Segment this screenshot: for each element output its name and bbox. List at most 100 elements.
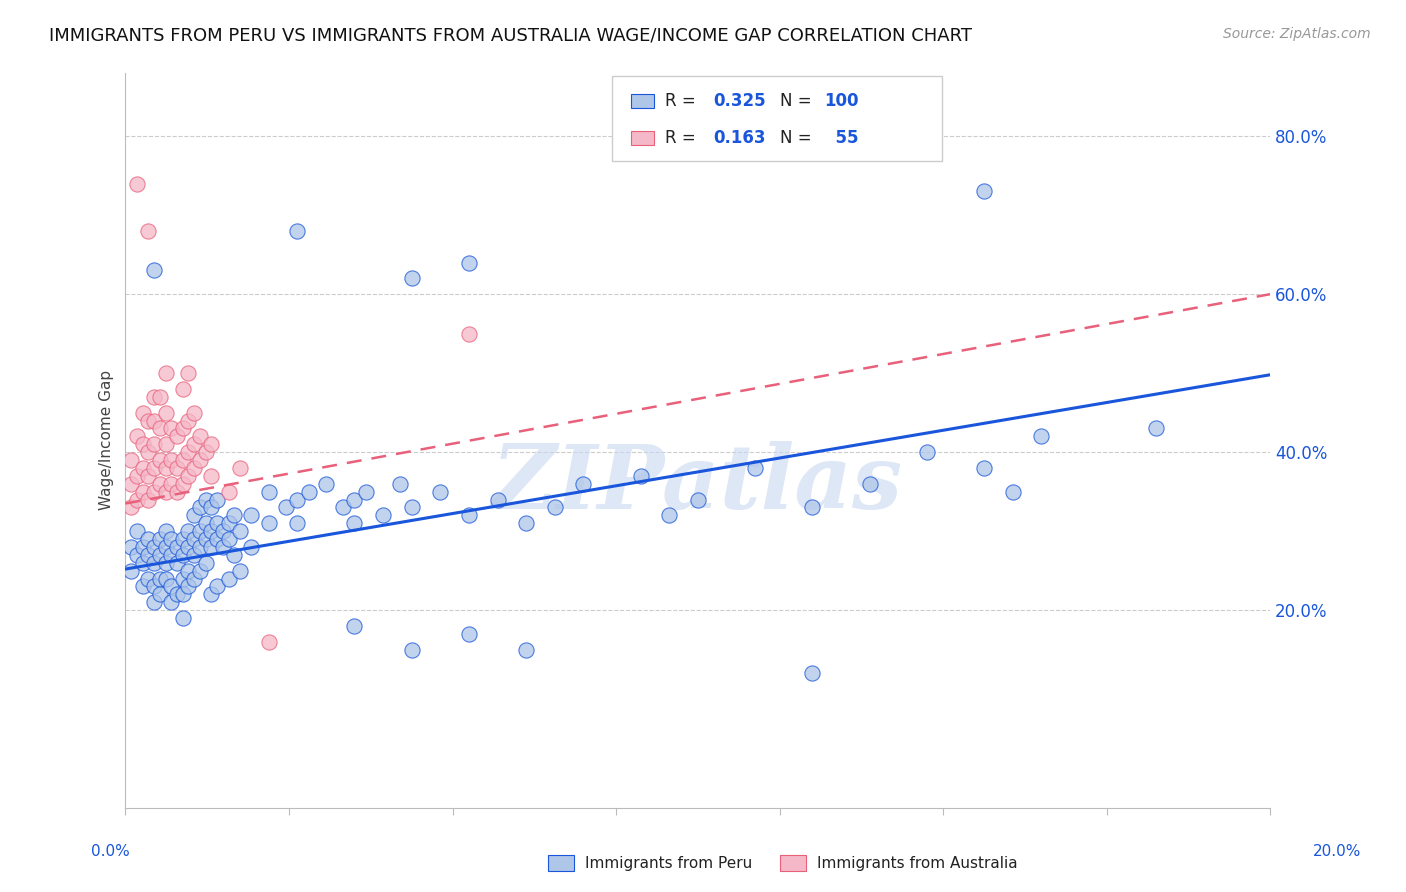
- Text: N =: N =: [780, 128, 817, 146]
- Point: [138, 492, 160, 507]
- Point: [429, 484, 451, 499]
- Point: [125, 177, 148, 191]
- Text: N =: N =: [780, 92, 817, 111]
- Point: [155, 540, 177, 554]
- Point: [257, 484, 280, 499]
- Point: [371, 508, 394, 523]
- Point: [194, 516, 217, 531]
- Text: 20.0%: 20.0%: [1313, 845, 1361, 859]
- Point: [205, 579, 228, 593]
- Point: [172, 587, 194, 601]
- Point: [155, 556, 177, 570]
- Point: [177, 366, 200, 380]
- Text: Source: ZipAtlas.com: Source: ZipAtlas.com: [1223, 27, 1371, 41]
- Point: [285, 516, 308, 531]
- Text: R =: R =: [665, 128, 702, 146]
- Point: [744, 461, 766, 475]
- Point: [458, 627, 481, 641]
- Point: [155, 572, 177, 586]
- Point: [188, 429, 211, 443]
- Point: [183, 548, 205, 562]
- Point: [973, 185, 995, 199]
- Point: [343, 516, 366, 531]
- Point: [200, 587, 222, 601]
- Point: [188, 564, 211, 578]
- Point: [200, 524, 222, 538]
- Point: [120, 476, 142, 491]
- Point: [240, 540, 263, 554]
- Point: [160, 595, 183, 609]
- Point: [200, 500, 222, 515]
- Point: [138, 445, 160, 459]
- Point: [401, 500, 423, 515]
- Point: [155, 366, 177, 380]
- Point: [177, 564, 200, 578]
- Point: [131, 556, 153, 570]
- Point: [138, 532, 160, 546]
- Point: [149, 587, 172, 601]
- Point: [149, 453, 172, 467]
- Point: [211, 540, 233, 554]
- Point: [125, 429, 148, 443]
- Point: [515, 516, 537, 531]
- Point: [285, 492, 308, 507]
- Point: [138, 572, 160, 586]
- Point: [160, 548, 183, 562]
- Point: [125, 468, 148, 483]
- Point: [401, 271, 423, 285]
- Point: [138, 413, 160, 427]
- Point: [194, 492, 217, 507]
- Point: [183, 406, 205, 420]
- Point: [166, 461, 188, 475]
- Text: Immigrants from Peru: Immigrants from Peru: [585, 856, 752, 871]
- Point: [211, 524, 233, 538]
- Point: [205, 532, 228, 546]
- Point: [343, 492, 366, 507]
- Point: [224, 508, 246, 523]
- Point: [131, 540, 153, 554]
- Point: [120, 453, 142, 467]
- Text: 55: 55: [824, 128, 859, 146]
- Point: [143, 556, 166, 570]
- Point: [515, 642, 537, 657]
- Point: [801, 500, 824, 515]
- Point: [224, 548, 246, 562]
- Text: 0.163: 0.163: [713, 128, 765, 146]
- Point: [686, 492, 709, 507]
- Point: [183, 437, 205, 451]
- Point: [125, 548, 148, 562]
- Point: [138, 468, 160, 483]
- Point: [859, 476, 882, 491]
- Point: [183, 508, 205, 523]
- Point: [172, 382, 194, 396]
- Text: Immigrants from Australia: Immigrants from Australia: [817, 856, 1018, 871]
- Point: [177, 579, 200, 593]
- Point: [143, 540, 166, 554]
- Point: [194, 556, 217, 570]
- Point: [160, 476, 183, 491]
- Point: [143, 413, 166, 427]
- Point: [183, 461, 205, 475]
- Point: [131, 406, 153, 420]
- Point: [458, 255, 481, 269]
- Point: [160, 421, 183, 435]
- Point: [149, 532, 172, 546]
- Point: [200, 468, 222, 483]
- Point: [125, 492, 148, 507]
- Point: [149, 572, 172, 586]
- Point: [257, 516, 280, 531]
- Point: [194, 445, 217, 459]
- Point: [183, 572, 205, 586]
- Point: [188, 540, 211, 554]
- Point: [143, 484, 166, 499]
- Point: [143, 437, 166, 451]
- Text: 0.0%: 0.0%: [91, 845, 131, 859]
- Point: [205, 516, 228, 531]
- Point: [149, 421, 172, 435]
- Point: [458, 326, 481, 341]
- Text: 0.325: 0.325: [713, 92, 765, 111]
- Point: [120, 500, 142, 515]
- Point: [1001, 484, 1024, 499]
- Point: [143, 263, 166, 277]
- Point: [544, 500, 567, 515]
